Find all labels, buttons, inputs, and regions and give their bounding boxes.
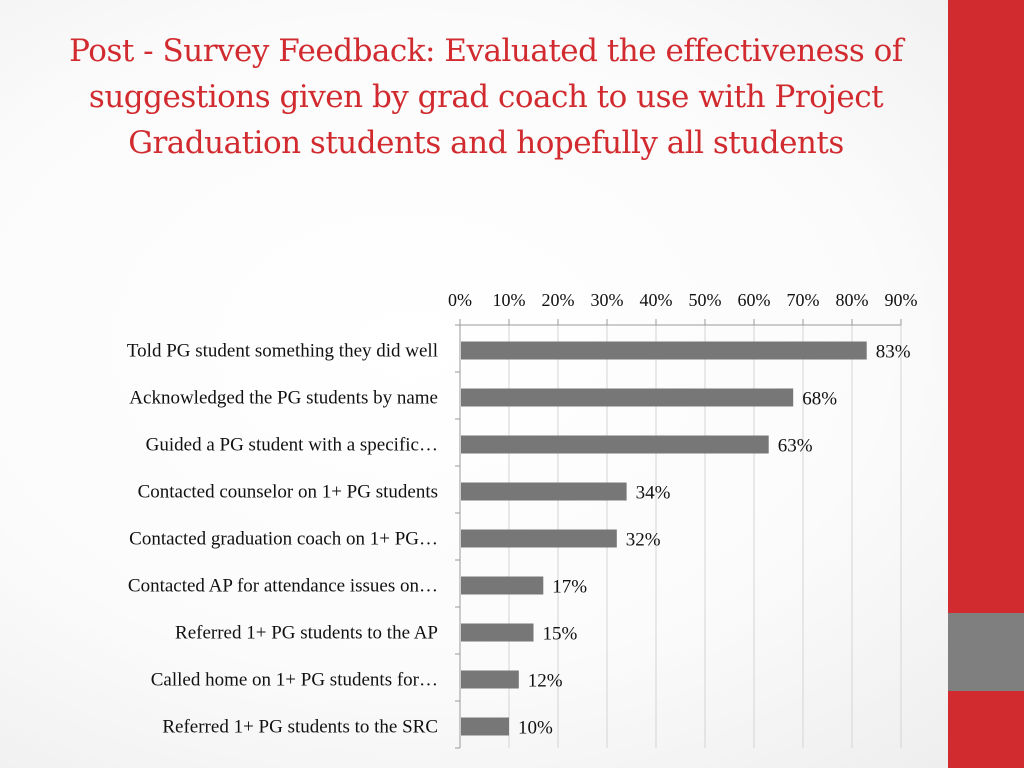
x-tick-label: 30% xyxy=(591,290,624,310)
bar xyxy=(461,576,544,595)
data-label: 68% xyxy=(802,389,837,410)
bar xyxy=(461,388,794,407)
x-tick-label: 70% xyxy=(787,290,820,310)
data-label: 12% xyxy=(528,671,563,692)
x-tick-label: 0% xyxy=(448,290,472,310)
bar xyxy=(461,717,509,736)
category-label: Referred 1+ PG students to the SRC xyxy=(162,717,438,738)
x-tick-label: 10% xyxy=(493,290,526,310)
data-label: 32% xyxy=(626,530,661,551)
data-label: 34% xyxy=(636,483,671,504)
bar xyxy=(461,341,867,360)
x-tick-label: 20% xyxy=(542,290,575,310)
bar xyxy=(461,529,617,548)
data-label: 17% xyxy=(552,577,587,598)
bar xyxy=(461,435,769,454)
category-label: Contacted AP for attendance issues on… xyxy=(128,576,438,597)
data-label: 10% xyxy=(518,718,553,739)
x-tick-label: 60% xyxy=(738,290,771,310)
side-accent-block xyxy=(948,613,1024,691)
slide-title: Post - Survey Feedback: Evaluated the ef… xyxy=(69,33,903,161)
bar xyxy=(461,482,627,501)
x-tick-label: 80% xyxy=(836,290,869,310)
bar xyxy=(461,670,519,689)
category-label: Contacted graduation coach on 1+ PG… xyxy=(129,529,438,550)
category-label: Referred 1+ PG students to the AP xyxy=(175,623,438,644)
data-label: 63% xyxy=(778,436,813,457)
category-label: Guided a PG student with a specific… xyxy=(146,435,438,456)
category-label: Contacted counselor on 1+ PG students xyxy=(138,482,438,503)
x-tick-label: 40% xyxy=(640,290,673,310)
data-label: 15% xyxy=(543,624,578,645)
category-label: Called home on 1+ PG students for… xyxy=(151,670,438,691)
category-label: Acknowledged the PG students by name xyxy=(129,388,438,409)
bar-chart: 0% 10% 20% 30% 40% 50% 60% 70% 80% 90% Told PG stu… xyxy=(127,290,918,749)
x-tick-label: 90% xyxy=(885,290,918,310)
category-label: Told PG student something they did well xyxy=(127,341,438,362)
data-label: 83% xyxy=(876,342,911,363)
x-tick-label: 50% xyxy=(689,290,722,310)
bar xyxy=(461,623,534,642)
